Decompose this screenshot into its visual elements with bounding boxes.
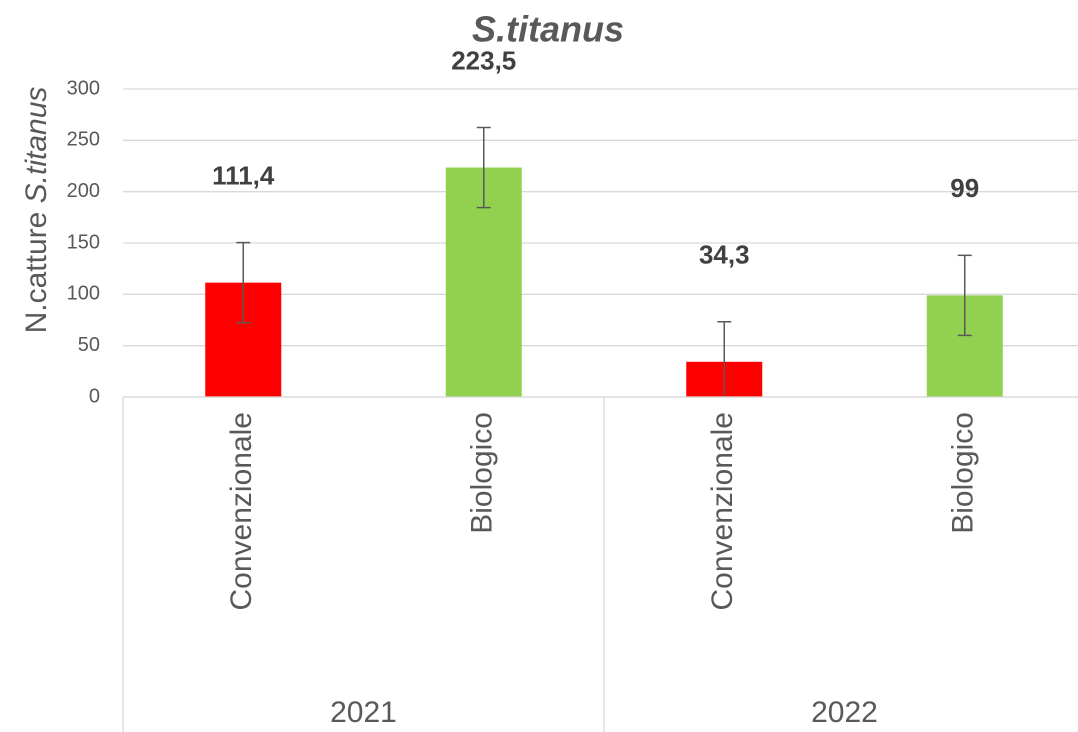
y-tick-label: 150 [67, 231, 100, 253]
y-tick-label: 0 [89, 385, 100, 407]
chart-title: S.titanus [472, 9, 624, 50]
data-label: 223,5 [451, 45, 516, 75]
y-axis-label: N.catture S.titanus [20, 87, 53, 334]
data-label: 99 [950, 173, 979, 203]
group-label: 2021 [330, 696, 397, 729]
data-label: 111,4 [212, 160, 275, 190]
y-tick-label: 100 [67, 283, 100, 305]
y-tick-label: 200 [67, 180, 100, 202]
y-tick-label: 50 [78, 334, 100, 356]
data-label: 34,3 [699, 240, 750, 270]
x-tick-label: Biologico [466, 412, 499, 534]
x-tick-label: Biologico [947, 412, 980, 534]
y-tick-label: 300 [67, 77, 100, 99]
group-label: 2022 [811, 696, 878, 729]
y-axis-label-text: N.catture [20, 212, 53, 334]
y-axis-label-italic: S.titanus [20, 87, 53, 204]
y-tick-label: 250 [67, 129, 100, 151]
x-tick-label: Convenzionale [225, 412, 258, 610]
x-tick-label: Convenzionale [706, 412, 739, 610]
